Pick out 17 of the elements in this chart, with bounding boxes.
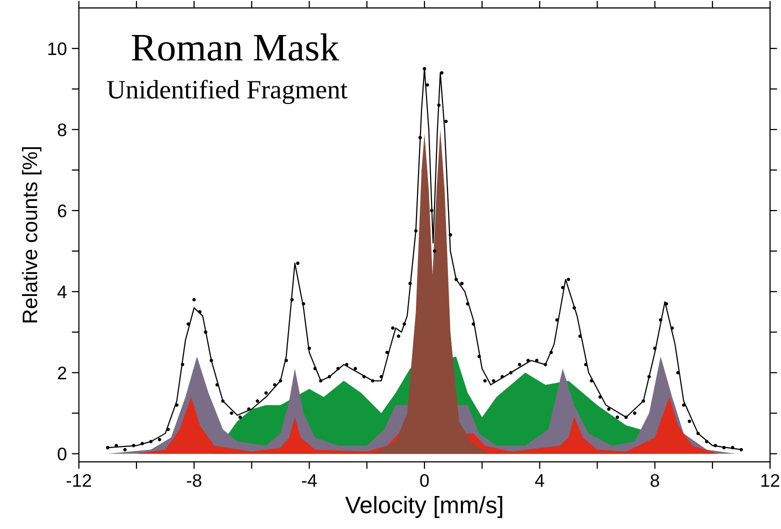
y-tick-label: 10 [48, 42, 66, 56]
x-tick-label: 12 [761, 474, 780, 487]
annotation: Roman Mask [132, 33, 340, 61]
x-tick-label: -8 [186, 474, 202, 487]
x-tick-label: -12 [66, 474, 92, 487]
x-tick-label: -4 [302, 474, 317, 487]
x-axis-title: Velocity [mm/s] [345, 496, 502, 518]
y-tick-label: 4 [57, 286, 67, 298]
x-tick-label: 4 [535, 474, 544, 487]
x-tick-label: 0 [420, 474, 429, 487]
y-tick-label: 8 [58, 123, 66, 136]
annotation: Unidentified Fragment [107, 80, 348, 104]
y-tick-label: 6 [58, 204, 66, 218]
y-axis-title: Relative counts [%] [22, 147, 42, 322]
y-tick-label: 2 [58, 366, 66, 380]
y-tick-label: 0 [58, 448, 66, 460]
x-tick-label: 8 [650, 474, 660, 487]
